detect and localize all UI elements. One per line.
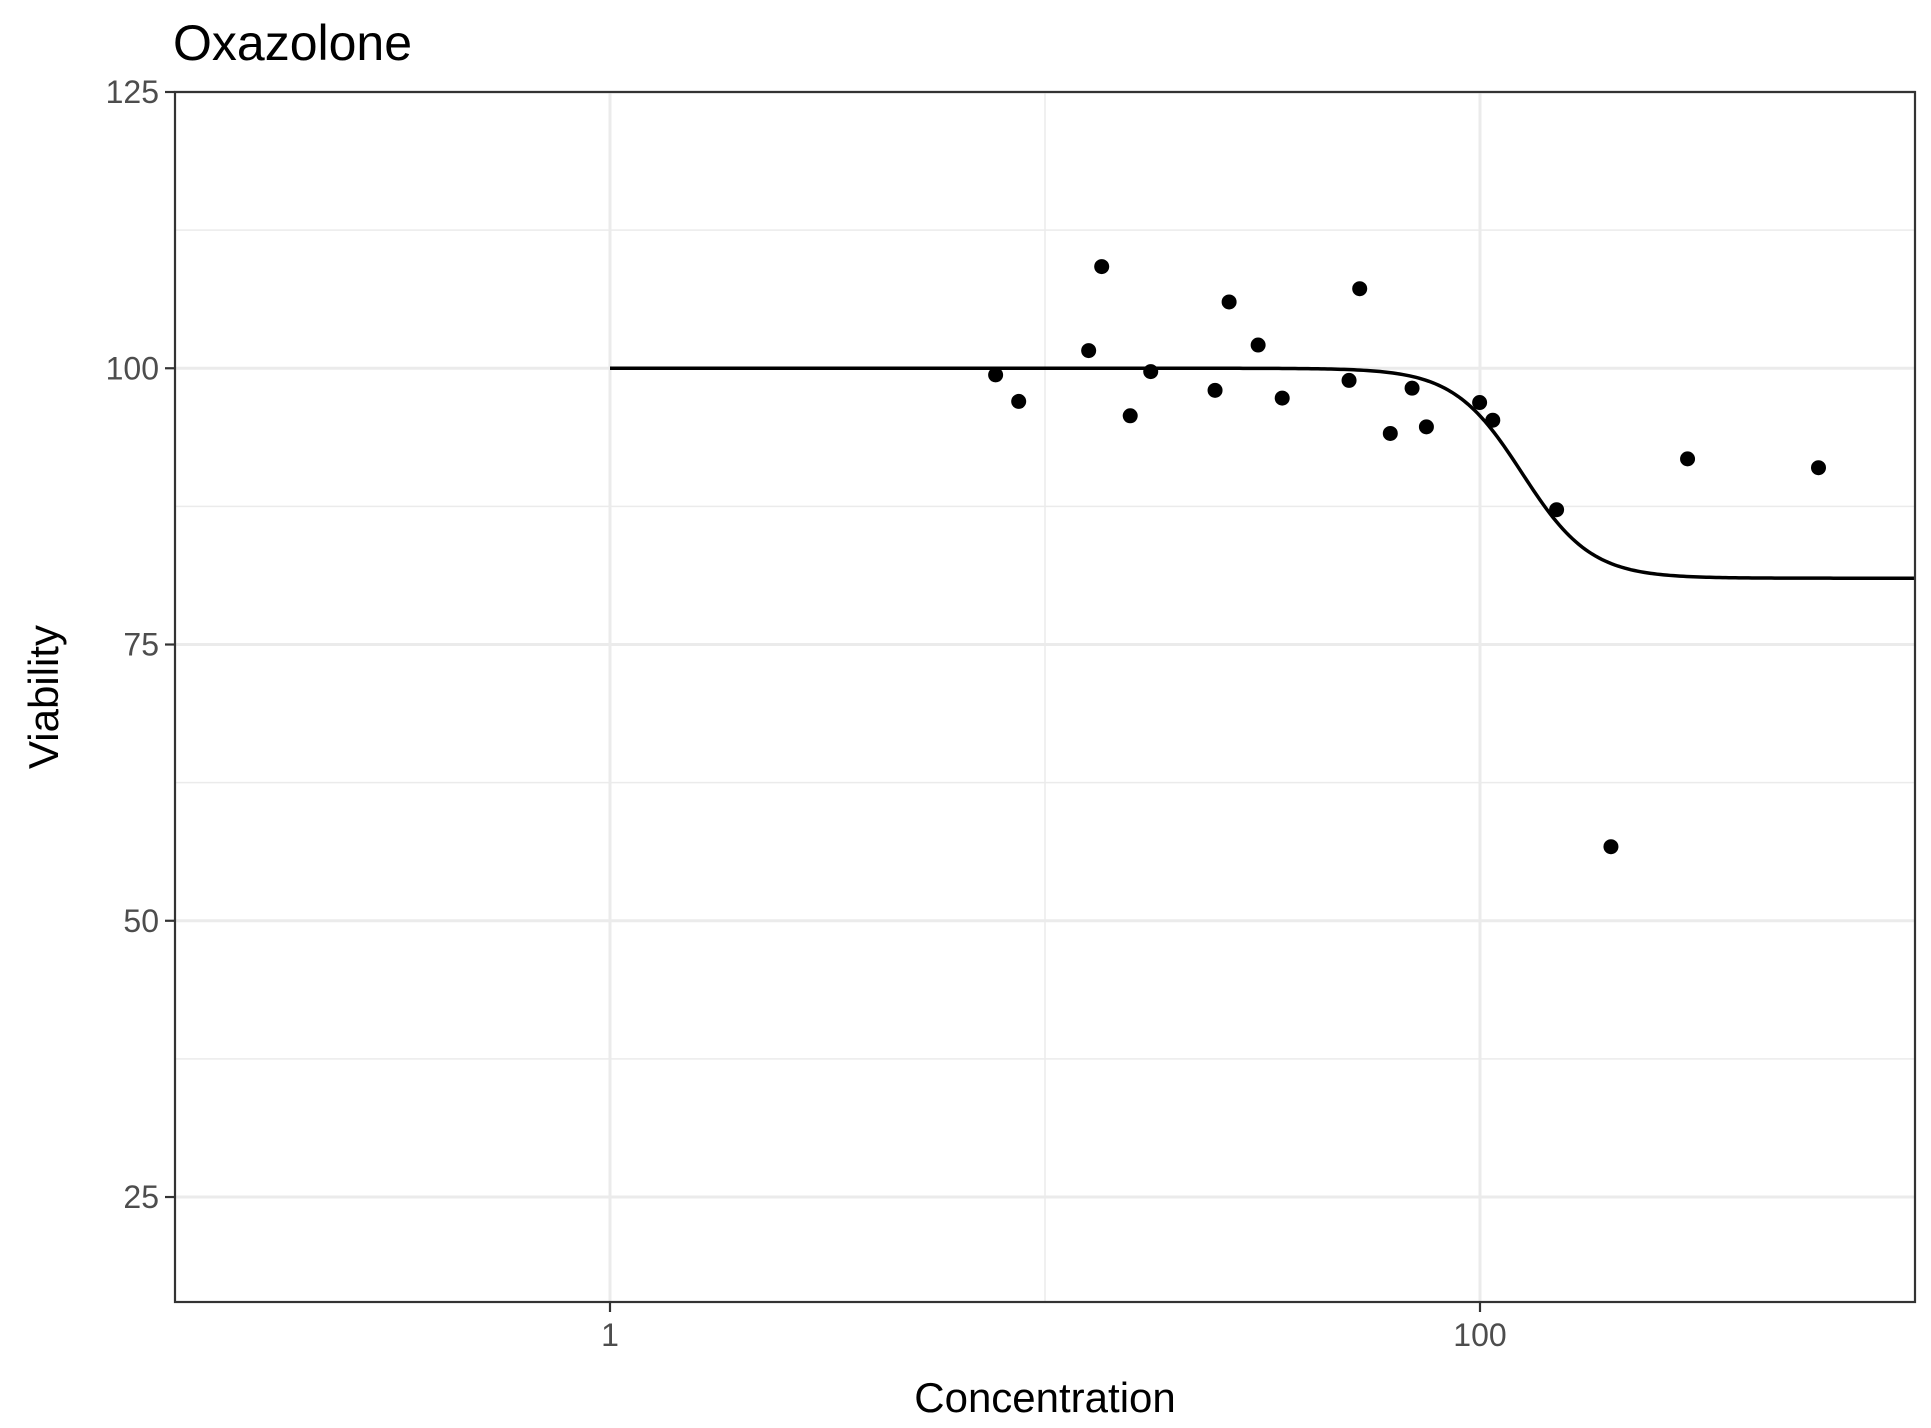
data-point [1549, 502, 1565, 518]
data-point [1472, 395, 1488, 411]
plot-border [173, 90, 1917, 1304]
data-point [1485, 412, 1501, 428]
data-point [1221, 294, 1237, 310]
y-tick-label: 100 [106, 350, 159, 386]
x-axis-title: Concentration [914, 1374, 1176, 1421]
y-axis-ticks: 25 50 75 100 125 [106, 74, 175, 1215]
y-tick-label: 75 [123, 627, 159, 663]
data-point [1081, 343, 1097, 359]
data-point [1122, 408, 1138, 424]
data-point [1404, 380, 1420, 396]
y-tick-label: 25 [123, 1179, 159, 1215]
data-point [1680, 451, 1696, 467]
data-point [1418, 419, 1434, 435]
data-point [1250, 337, 1266, 353]
data-point [1341, 372, 1357, 388]
data-point [1810, 460, 1826, 476]
data-point [1274, 390, 1290, 406]
data-point [1094, 259, 1110, 275]
data-point [988, 367, 1004, 383]
fit-curve [610, 366, 1915, 580]
y-tick-label: 50 [123, 903, 159, 939]
data-point [1143, 364, 1159, 380]
data-point [1382, 425, 1398, 441]
x-tick-label: 1 [601, 1317, 619, 1353]
data-point [1207, 382, 1223, 398]
y-axis-title: Viability [20, 625, 67, 769]
data-point [1352, 281, 1368, 297]
data-point [1011, 393, 1027, 409]
data-point [1603, 839, 1619, 855]
x-axis-ticks: 1 100 [601, 1302, 1507, 1353]
data-points [988, 259, 1826, 855]
y-tick-label: 125 [106, 74, 159, 110]
chart-title: Oxazolone [173, 15, 412, 71]
x-tick-label: 100 [1453, 1317, 1506, 1353]
